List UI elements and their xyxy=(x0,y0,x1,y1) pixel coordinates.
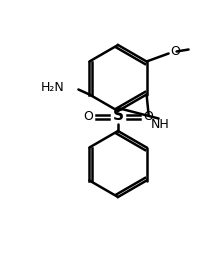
Text: NH: NH xyxy=(151,119,169,132)
Text: O: O xyxy=(171,45,180,58)
Text: H₂N: H₂N xyxy=(41,81,64,94)
Text: O: O xyxy=(143,110,153,123)
Text: O: O xyxy=(83,110,93,123)
Text: S: S xyxy=(113,108,123,123)
